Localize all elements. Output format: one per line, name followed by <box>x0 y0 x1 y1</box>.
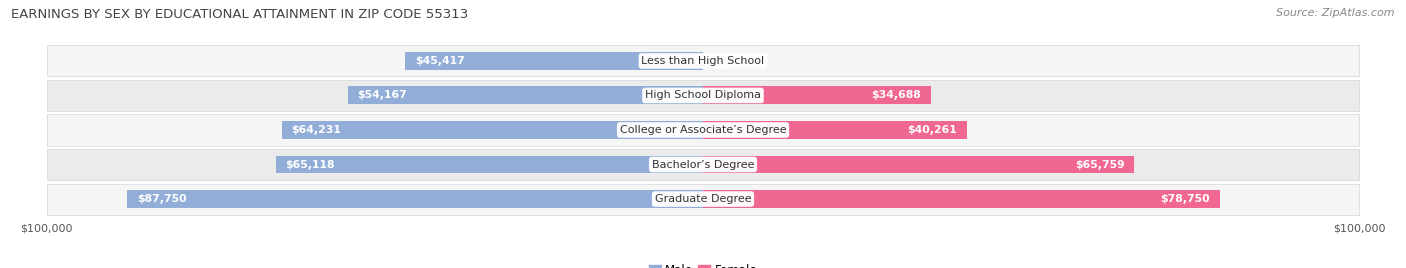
Text: $40,261: $40,261 <box>908 125 957 135</box>
Bar <box>405 52 703 70</box>
Text: Less than High School: Less than High School <box>641 56 765 66</box>
Text: $64,231: $64,231 <box>291 125 342 135</box>
Text: EARNINGS BY SEX BY EDUCATIONAL ATTAINMENT IN ZIP CODE 55313: EARNINGS BY SEX BY EDUCATIONAL ATTAINMEN… <box>11 8 468 21</box>
Bar <box>703 87 931 105</box>
Text: $34,688: $34,688 <box>870 90 921 100</box>
Bar <box>46 114 1360 146</box>
Text: Graduate Degree: Graduate Degree <box>655 194 751 204</box>
Bar <box>46 149 1360 180</box>
Text: High School Diploma: High School Diploma <box>645 90 761 100</box>
Bar <box>703 121 967 139</box>
Text: $54,167: $54,167 <box>357 90 408 100</box>
Text: $87,750: $87,750 <box>136 194 187 204</box>
Legend: Male, Female: Male, Female <box>644 260 762 268</box>
Text: Source: ZipAtlas.com: Source: ZipAtlas.com <box>1277 8 1395 18</box>
Bar <box>46 80 1360 111</box>
Bar <box>46 184 1360 215</box>
Bar <box>127 190 703 208</box>
Bar <box>276 155 703 173</box>
Text: $45,417: $45,417 <box>415 56 464 66</box>
Bar <box>281 121 703 139</box>
Text: $65,759: $65,759 <box>1076 159 1125 170</box>
Bar <box>703 190 1219 208</box>
Bar <box>703 155 1135 173</box>
Text: College or Associate’s Degree: College or Associate’s Degree <box>620 125 786 135</box>
Text: $65,118: $65,118 <box>285 159 335 170</box>
Text: Bachelor’s Degree: Bachelor’s Degree <box>652 159 754 170</box>
Bar <box>46 45 1360 76</box>
Text: $0: $0 <box>716 56 731 66</box>
Text: $78,750: $78,750 <box>1160 194 1209 204</box>
Bar <box>347 87 703 105</box>
